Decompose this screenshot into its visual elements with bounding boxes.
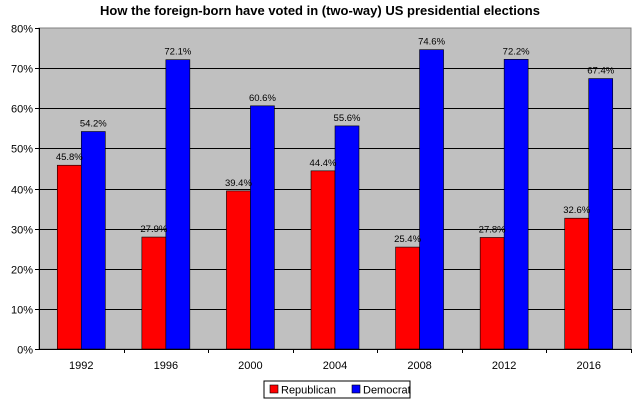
data-label: 67.4% [587,66,614,77]
data-label: 25.4% [394,234,421,245]
bar-republican-2012 [479,237,505,350]
x-tick-label: 2000 [238,360,262,372]
legend-swatch-democrat [351,384,361,394]
bar-republican-2008 [395,246,420,350]
axes: 0% 10% 20% 30% 40% 50% 60% 70% 80% 1992 1996 2000 20… [11,24,632,372]
legend-box [263,380,411,399]
bars [56,49,614,350]
data-label: 72.2% [503,46,530,57]
y-tick-label: 50% [11,144,33,156]
y-tick-label: 10% [11,305,33,317]
legend-label-democrat: Democrat [363,385,411,397]
bar-republican-1992 [56,164,82,350]
data-label: 27.9% [140,224,167,235]
x-tick-label: 2004 [323,360,347,372]
data-label: 27.8% [479,224,506,235]
x-tick-label: 2016 [576,360,600,372]
y-tick-label: 70% [11,64,33,76]
data-label: 72.1% [164,47,191,58]
legend-label-republican: Republican [281,385,336,397]
data-label: 32.6% [563,205,590,216]
data-label: 55.6% [334,113,361,124]
bar-republican-1996 [141,236,167,350]
bar-democrat-1992 [80,131,106,350]
bar-republican-2004 [310,170,336,350]
y-tick-label: 0% [17,345,33,357]
data-label: 44.4% [310,158,337,169]
bar-republican-2000 [226,190,251,350]
data-label: 45.8% [56,152,83,163]
legend-swatch-republican [269,384,279,394]
legend: Republican Democrat [263,380,411,399]
data-label: 54.2% [80,119,107,130]
data-labels: 45.8% 54.2% 27.9% 72.1% 39.4% 60.6% 44.4% 55.6%… [56,37,615,245]
y-tick-label: 40% [11,185,33,197]
y-tick-label: 80% [11,24,33,36]
bar-democrat-2008 [419,49,444,350]
x-tick-label: 2008 [407,360,431,372]
bar-democrat-2004 [334,125,360,350]
y-tick-label: 30% [11,225,33,237]
x-tick-label: 2012 [492,360,516,372]
data-label: 39.4% [225,178,252,189]
bar-democrat-1996 [165,59,191,350]
bar-republican-2016 [564,217,590,350]
data-label: 60.6% [249,93,276,104]
bar-democrat-2012 [503,58,529,350]
y-tick-label: 60% [11,104,33,116]
data-label: 74.6% [418,37,445,48]
bar-democrat-2000 [250,105,275,350]
bar-democrat-2016 [588,78,614,350]
x-tick-label: 1996 [154,360,178,372]
chart-title: How the foreign-born have voted in (two-… [100,3,540,18]
x-tick-label: 1992 [69,360,93,372]
y-tick-label: 20% [11,265,33,277]
